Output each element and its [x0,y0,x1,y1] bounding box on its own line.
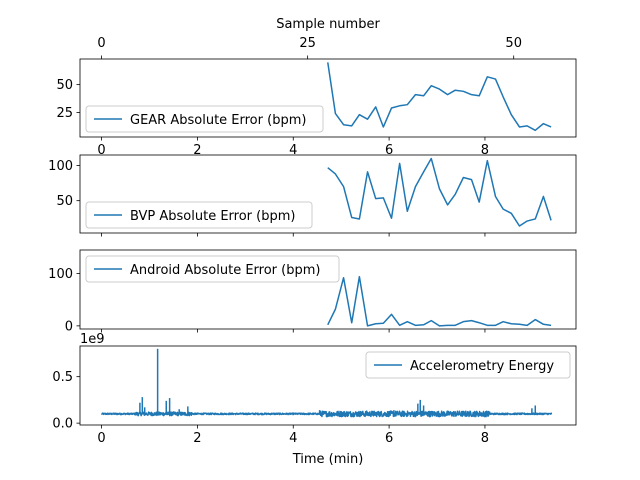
x-tick-label: 2 [193,143,201,158]
scale-offset-label: 1e9 [80,332,105,347]
chart-root: 0 2 4 6 8 25 50 0 25 50 Sample number GEAR Absolute… [48,17,577,467]
axes-frame-accelerometry [79,345,577,426]
legend: Accelerometry Energy [365,351,571,379]
series-line-accelerometry [100,410,553,418]
axes-frame-bvp [79,154,577,234]
y-tick-label: 25 [56,106,73,121]
y-tick-label: 100 [48,159,73,174]
x-tick-label: 2 [193,431,201,446]
legend-box [85,105,324,133]
top-axis-title: Sample number [276,17,380,32]
x-tick-label: 8 [481,431,489,446]
panel-accelerometry: 0 2 4 6 8 0.0 0.5 1e9 Time (min) Accelerometry En… [52,332,577,467]
top-x-tick-label: 0 [97,36,105,51]
series-line-gear [327,62,552,132]
legend: Android Absolute Error (bpm) [85,255,340,283]
top-x-tick-label: 50 [505,36,522,51]
legend: BVP Absolute Error (bpm) [85,201,313,229]
panel-android: 0 100 Android Absolute Error (bpm) [48,249,577,334]
series-line-android [327,275,552,327]
axes-frame-gear [79,58,577,138]
legend: GEAR Absolute Error (bpm) [85,105,324,133]
y-tick-label: 0.0 [52,417,73,432]
top-x-tick-label: 25 [299,36,316,51]
legend-label: Accelerometry Energy [410,359,554,374]
legend-box [85,255,340,283]
panel-gear: 0 2 4 6 8 25 50 0 25 50 Sample number GEAR Absolute… [56,17,577,158]
legend-box [85,201,313,229]
y-tick-label: 0 [65,319,73,334]
x-tick-label: 4 [289,431,297,446]
legend-label: Android Absolute Error (bpm) [130,263,320,278]
legend-label: BVP Absolute Error (bpm) [130,209,295,224]
y-tick-label: 50 [56,78,73,93]
y-tick-label: 0.5 [52,370,73,385]
x-tick-label: 8 [481,143,489,158]
y-tick-label: 50 [56,194,73,209]
axes-frame-android [79,249,577,330]
x-tick-label: 6 [385,431,393,446]
x-tick-label: 0 [97,143,105,158]
x-axis-title: Time (min) [292,452,364,467]
y-tick-label: 100 [48,267,73,282]
x-tick-label: 4 [289,143,297,158]
legend-label: GEAR Absolute Error (bpm) [130,113,306,128]
x-tick-label: 0 [97,431,105,446]
x-tick-label: 6 [385,143,393,158]
legend-box [365,351,571,379]
series-line-bvp [327,157,552,227]
panel-bvp: 50 100 BVP Absolute Error (bpm) [48,154,577,237]
